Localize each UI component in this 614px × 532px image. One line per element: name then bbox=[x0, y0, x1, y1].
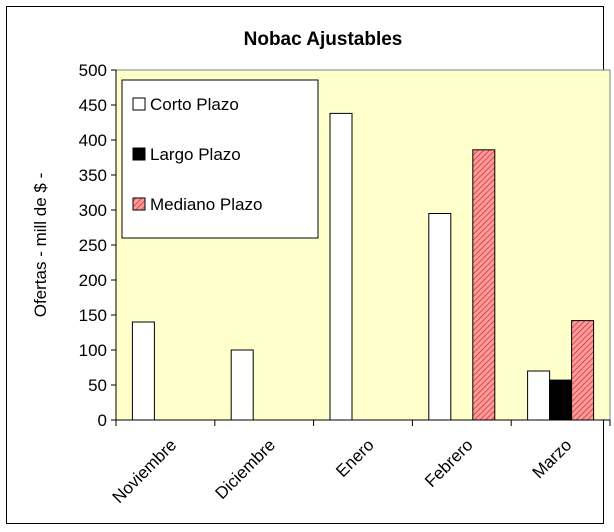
legend bbox=[121, 79, 319, 239]
y-tick-label: 50 bbox=[88, 376, 107, 395]
bar-corto-plazo bbox=[329, 112, 353, 421]
bar-largo-plazo bbox=[549, 379, 573, 421]
legend-swatch bbox=[132, 97, 146, 111]
y-tick-label: 300 bbox=[79, 201, 107, 220]
y-axis-title: Ofertas - mill de $ - bbox=[31, 173, 50, 318]
y-tick-label: 450 bbox=[79, 96, 107, 115]
y-tick-label: 0 bbox=[98, 411, 107, 430]
x-tick-label: Diciembre bbox=[211, 435, 279, 503]
legend-label: Mediano Plazo bbox=[150, 195, 262, 214]
bar-corto-plazo bbox=[527, 370, 551, 421]
legend-swatch bbox=[132, 197, 146, 211]
legend-label: Largo Plazo bbox=[150, 145, 241, 164]
chart-title: Nobac Ajustables bbox=[244, 29, 403, 50]
y-tick-label: 400 bbox=[79, 131, 107, 150]
x-tick-label: Enero bbox=[332, 435, 378, 481]
y-tick-label: 500 bbox=[79, 61, 107, 80]
y-tick-label: 100 bbox=[79, 341, 107, 360]
bar-mediano-plazo bbox=[571, 320, 595, 421]
y-tick-label: 350 bbox=[79, 166, 107, 185]
bar-corto-plazo bbox=[131, 321, 155, 421]
bar-mediano-plazo bbox=[472, 149, 496, 421]
y-tick-label: 200 bbox=[79, 271, 107, 290]
x-tick-label: Febrero bbox=[421, 435, 477, 491]
legend-swatch bbox=[132, 147, 146, 161]
legend-label: Corto Plazo bbox=[150, 95, 239, 114]
x-tick-label: Marzo bbox=[529, 435, 576, 482]
bar-corto-plazo bbox=[230, 349, 254, 421]
y-tick-label: 150 bbox=[79, 306, 107, 325]
bar-corto-plazo bbox=[428, 213, 452, 421]
y-tick-label: 250 bbox=[79, 236, 107, 255]
x-tick-label: Noviembre bbox=[109, 435, 181, 507]
